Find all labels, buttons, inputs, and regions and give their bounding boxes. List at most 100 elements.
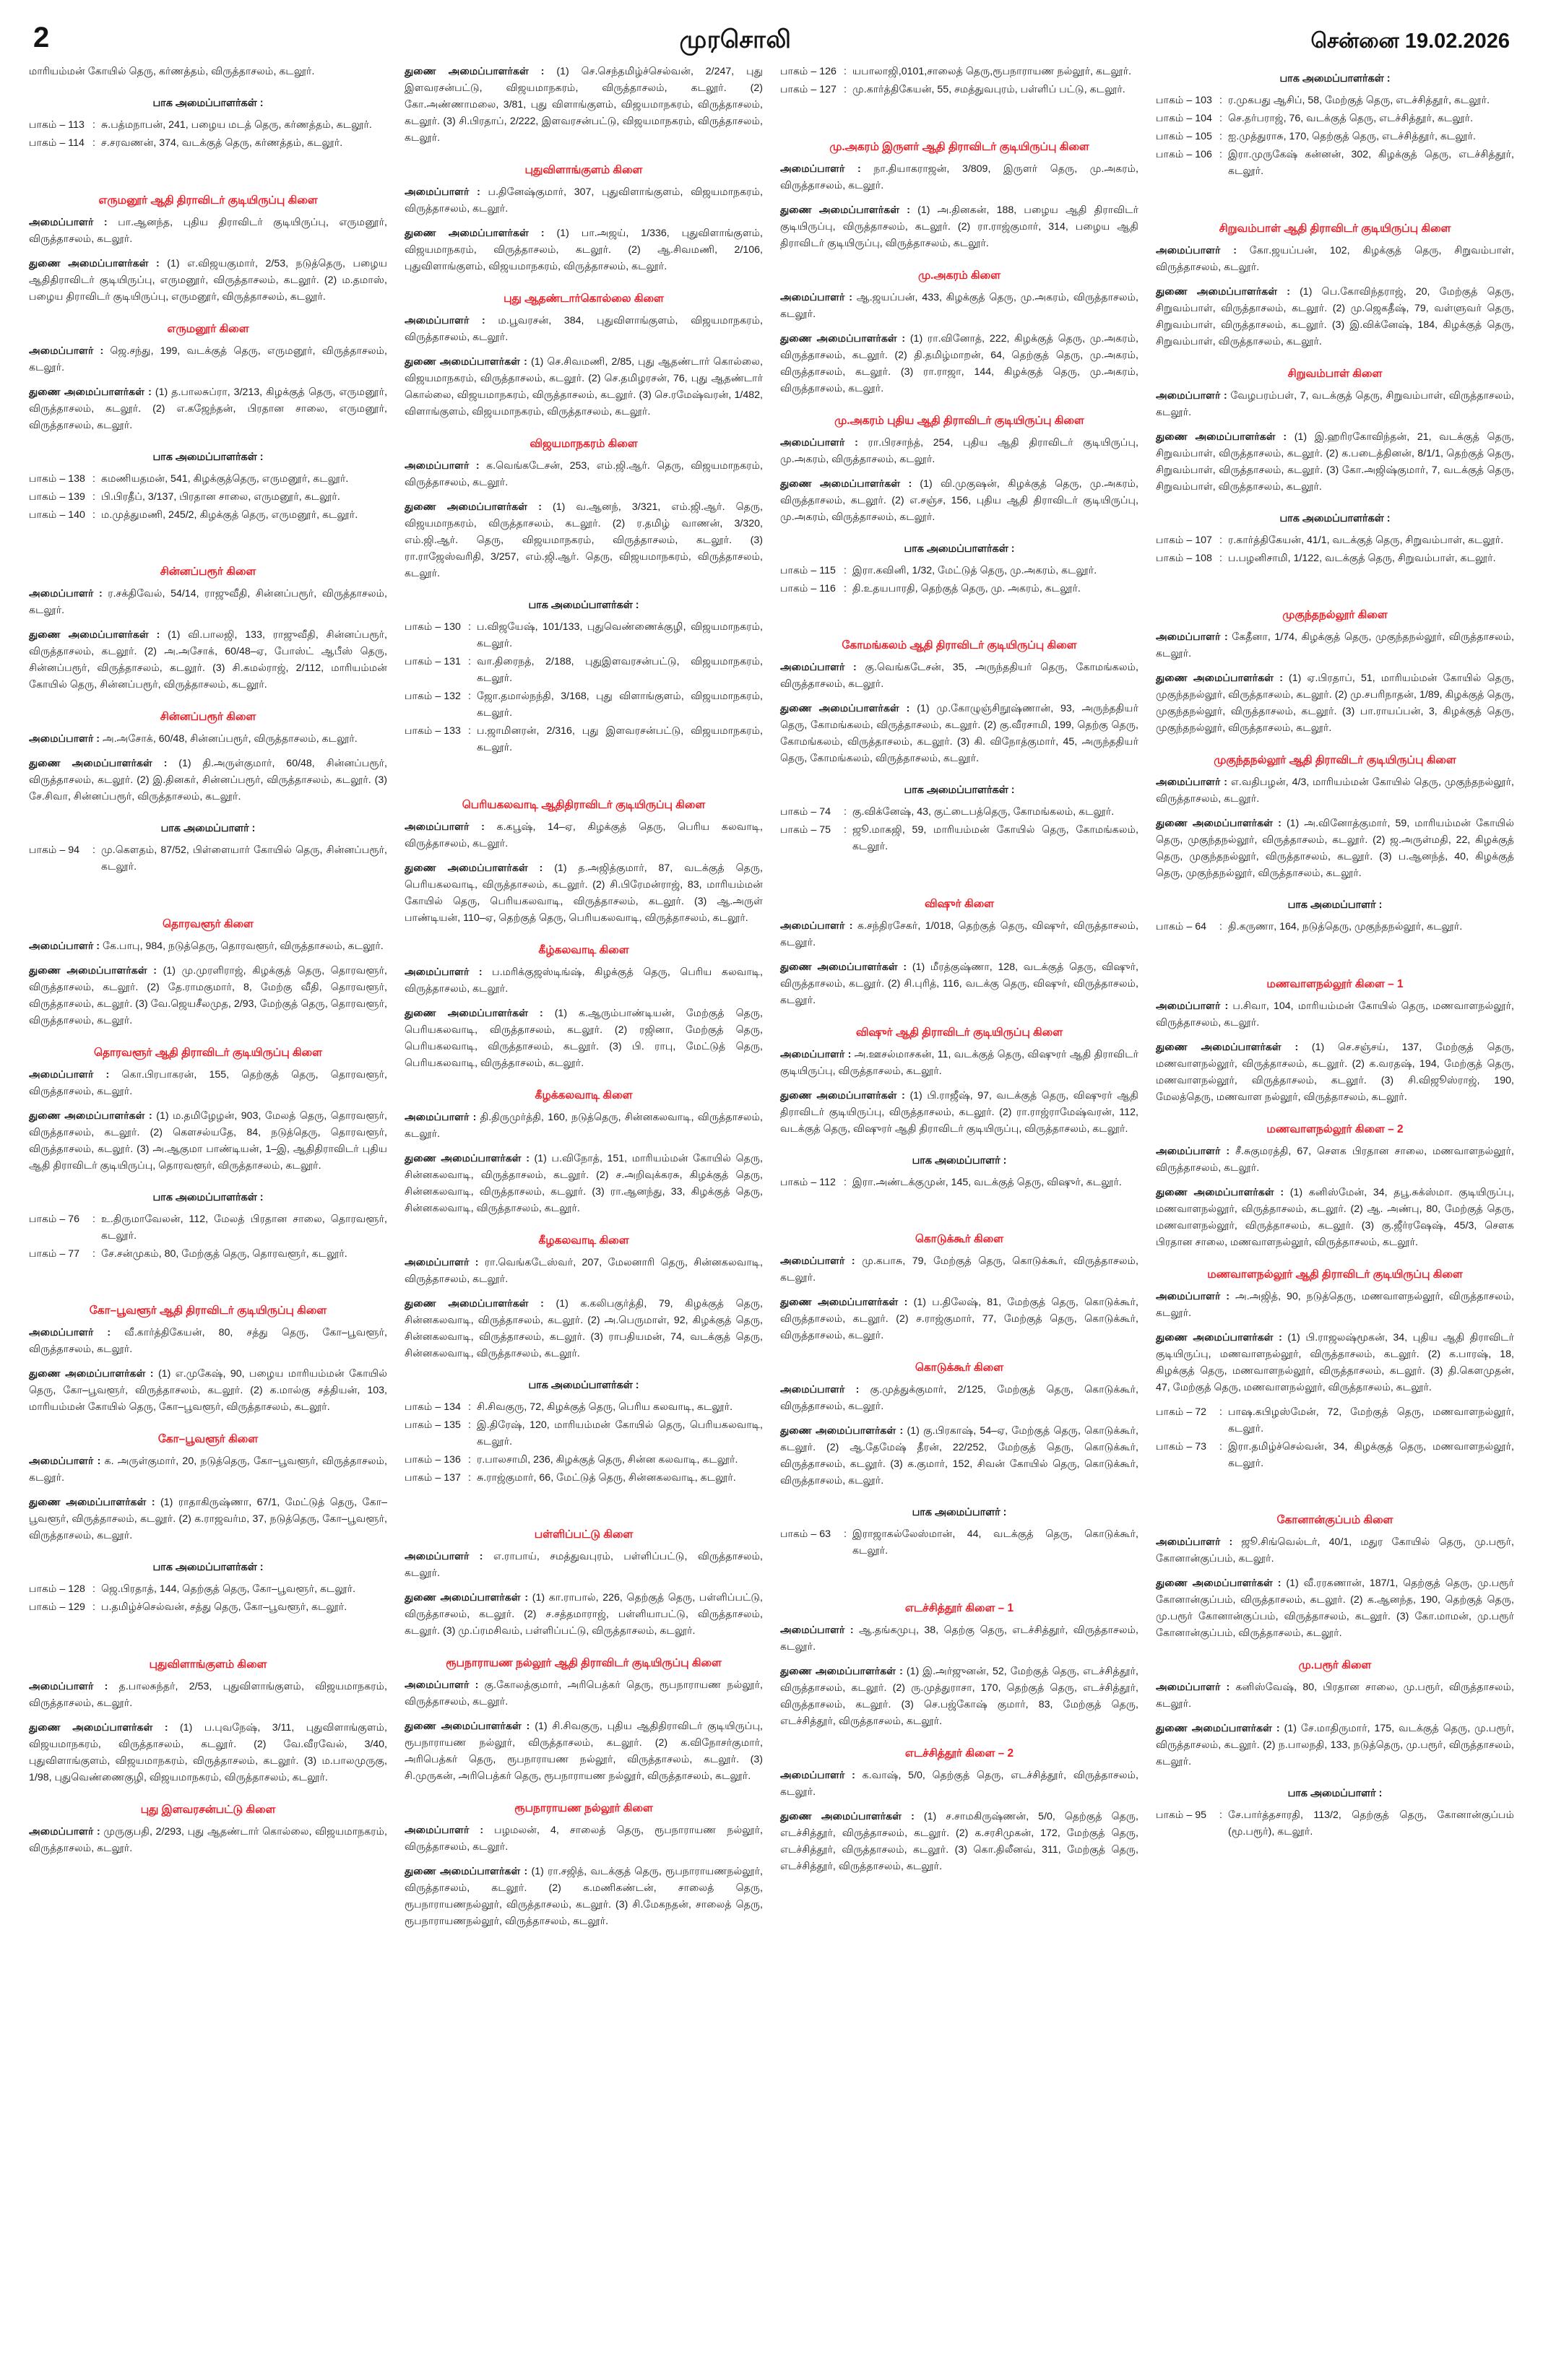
organiser-paragraph: அமைப்பாளர் : பழமலன், 4, சாலைத் தெரு, ரூப… xyxy=(405,1822,763,1856)
organiser-label: அமைப்பாளர் : xyxy=(780,291,852,303)
organiser-detail: (1) ப.திலேஷ், 81, மேற்குத் தெரு, கொடுக்க… xyxy=(780,1297,1138,1342)
organiser-paragraph: துணை அமைப்பாளர்கள் : (1) கா.ராபால், 226,… xyxy=(405,1590,763,1640)
organiser-label: அமைப்பாளர் : xyxy=(29,588,103,600)
booth-organiser-detail: இரா.அண்டக்குமுன், 145, வடக்குத் தெரு, வி… xyxy=(852,1176,1122,1188)
organiser-detail: கு.கோலத்குமார், அரிபெத்கர் தெரு, ரூபநாரா… xyxy=(405,1679,763,1708)
booth-row: பாகம் – 104: செ.தர்பராஜ், 76, வடக்குத் தெ… xyxy=(1156,111,1514,127)
booth-colon: : xyxy=(1219,1406,1222,1418)
booth-row: பாகம் – 76: உ.திருமாவேலன், 112, மேலத் பிர… xyxy=(29,1211,387,1245)
organiser-detail: கே.பாபு, 984, நடுத்தெரு, தொரவளூர், விருத… xyxy=(100,940,384,952)
booth-organiser-detail: சு.ராஜ்குமார், 66, மேட்டுத் தெரு, சின்னக… xyxy=(477,1471,736,1484)
column-3: பாகம் – 126: யபாலாஜி,0101,சாலைத் தெரு,ரூப… xyxy=(780,64,1138,2368)
organiser-detail: (1) மீரத்குஷ்ணா, 128, வடக்குத் தெரு, விஷ… xyxy=(780,961,1138,1006)
branch-heading: புதுவிளாங்குளம் கிளை xyxy=(149,1658,267,1671)
organiser-paragraph: அமைப்பாளர் : ம.பூவரசன், 384, புதுவிளாங்க… xyxy=(405,313,763,346)
organiser-detail: (1) வி.முகுஷன், கிழக்குத் தெரு, மு.அகரம்… xyxy=(780,477,1139,523)
branch-heading: மு.அகரம் புதிய ஆதி திராவிடர் குடியிருப்ப… xyxy=(834,414,1084,427)
organiser-label: துணை அமைப்பாளர்கள் : xyxy=(405,501,542,514)
organiser-paragraph: அமைப்பாளர் : அ.அசோக், 60/48, சின்னப்பரூர… xyxy=(29,731,387,748)
organiser-paragraph: அமைப்பாளர் : கொ.பிரபாகரன், 155, தெற்குத்… xyxy=(29,1067,387,1100)
organiser-detail: ஜூ.சிங்வெல்டர், 40/1, மதுர கோயில் தெரு, … xyxy=(1156,1536,1514,1565)
booth-number: பாகம் – 133 xyxy=(405,725,461,737)
booth-number: பாகம் – 127 xyxy=(780,84,837,95)
organiser-label: அமைப்பாளர் : xyxy=(780,163,861,175)
organiser-paragraph: அமைப்பாளர் : கேதீனா, 1/74, கிழக்குத் தெர… xyxy=(1156,629,1514,662)
booth-colon: : xyxy=(1219,95,1222,106)
organiser-detail: கேதீனா, 1/74, கிழக்குத் தெரு, முகுந்தநல்… xyxy=(1156,631,1514,660)
organiser-paragraph: துணை அமைப்பாளர்கள் : (1) ப.புவநேஷ், 3/11… xyxy=(29,1720,387,1786)
booth-number: பாகம் – 75 xyxy=(780,824,831,836)
organiser-label: துணை அமைப்பாளர்கள் : xyxy=(780,204,911,216)
organiser-label: துணை அமைப்பாளர்கள் : xyxy=(29,257,160,269)
booth-number: பாகம் – 132 xyxy=(405,691,461,703)
organiser-label: துணை அமைப்பாளர்கள் : xyxy=(1156,1723,1280,1735)
organiser-detail: (1) பி.ராஜீஷ், 97, வடக்குத் தெரு, விஷுரர… xyxy=(780,1089,1138,1135)
branch-heading: ரூபநாராயண நல்லூர் ஆதி திராவிடர் குடியிரு… xyxy=(446,1657,722,1670)
booth-colon: : xyxy=(92,1583,95,1596)
newspaper-title: முரசொலி xyxy=(679,26,792,53)
booth-row: பாகம் – 129: ப.தமிழ்ச்செல்வன், சத்து தெரு… xyxy=(29,1599,387,1616)
booth-organiser-detail: இரா.தமிழ்ச்செல்வன், 34, கிழக்குத் தெரு, … xyxy=(1228,1440,1514,1469)
organiser-label: அமைப்பாளர் : xyxy=(1156,1536,1233,1549)
branch-heading: புதுவிளாங்குளம் கிளை xyxy=(524,164,643,176)
booth-organisers-heading: பாக அமைப்பாளர்கள் : xyxy=(152,1191,264,1203)
booth-organiser-detail: மு.கார்த்திகேயன், 55, சமத்துவபுரம், பள்ள… xyxy=(852,84,1125,95)
masthead: 2 முரசொலி சென்னை 19.02.2026 xyxy=(0,0,1543,56)
organiser-detail: (1) க.ஆரும்பாண்டியன், மேற்குத் தெரு, பெர… xyxy=(405,1007,763,1069)
organiser-detail: க. அருள்குமார், 20, நடுத்தெரு, கோ–பூவளூர… xyxy=(29,1455,387,1484)
booth-colon: : xyxy=(1219,921,1222,933)
booth-organiser-detail: ம.முத்துமணி, 245/2, கிழக்குத் தெரு, எரும… xyxy=(101,509,358,521)
branch-heading: மு.அகரம் கிளை xyxy=(918,269,1000,282)
organiser-detail: கு.வெங்கடேசன், 35, அருந்ததியர் தெரு, கோம… xyxy=(780,662,1138,691)
booth-colon: : xyxy=(468,656,471,668)
organiser-paragraph: துணை அமைப்பாளர்கள் : (1) க.கலிபகுர்த்தி,… xyxy=(405,1296,763,1362)
organiser-detail: (1) பா.அஜய், 1/336, புதுவிளாங்குளம், விஜ… xyxy=(405,228,763,273)
organiser-label: அமைப்பாளர் : xyxy=(29,1068,110,1081)
booth-row: பாகம் – 74: கு.விக்னேஷ், 43, குட்டைபத்தெர… xyxy=(780,804,1138,821)
branch-heading: கோமங்கலம் ஆதி திராவிடர் குடியிருப்பு கிள… xyxy=(842,639,1077,652)
organiser-label: அமைப்பாளர் : xyxy=(1156,1145,1230,1157)
booth-number: பாகம் – 135 xyxy=(405,1419,461,1431)
organiser-detail: கோ.ஜயப்பன், 102, கிழக்குத் தெரு, சிறுவம்… xyxy=(1156,244,1514,273)
organiser-detail: (1) கனிஸ்மேன், 34, தபூ.சுக்ஸ்மா. குடியிர… xyxy=(1156,1186,1514,1248)
organiser-detail: (1) ஏ.பிரதாப், 51, மாரியம்மன் கோயில் தெர… xyxy=(1156,672,1514,735)
booth-number: பாகம் – 104 xyxy=(1156,113,1212,124)
organiser-paragraph: துணை அமைப்பாளர்கள் : (1) சி.சிவகுரு, புத… xyxy=(405,1718,763,1785)
organiser-detail: பா.ஆனந்த, புதிய திராவிடர் குடியிருப்பு, … xyxy=(29,216,387,245)
booth-organiser-detail: இரா.கவினி, 1/32, மேட்டுத் தெரு, மு.அகரம்… xyxy=(852,564,1097,576)
booth-organisers-heading: பாக அமைப்பாளர்கள் : xyxy=(152,1562,264,1574)
organiser-paragraph: அமைப்பாளர் : சீ.சுகுமரத்தி, 67, சௌக பிரத… xyxy=(1156,1143,1514,1177)
organiser-label: அமைப்பாளர் : xyxy=(1156,776,1227,789)
organiser-detail: க.சந்திரசேகர், 1/018, தெற்குத் தெரு, விஷ… xyxy=(780,919,1138,948)
booth-row: பாகம் – 73: இரா.தமிழ்ச்செல்வன், 34, கிழக்… xyxy=(1156,1439,1514,1472)
booth-organisers-heading: பாக அமைப்பாளர் : xyxy=(1287,1788,1383,1800)
booth-colon: : xyxy=(1219,113,1222,124)
organiser-paragraph: துணை அமைப்பாளர்கள் : (1) இ.அர்ஜுனன், 52,… xyxy=(780,1663,1138,1730)
booth-colon: : xyxy=(1219,1440,1222,1453)
panchayat-heading: பெரியகலவாடி ஊராட்சி xyxy=(524,767,644,780)
organiser-detail: ஜெ.சந்து, 199, வடக்குத் தெரு, எருமனூர், … xyxy=(29,345,387,373)
organiser-detail: சீ.சுகுமரத்தி, 67, சௌக பிரதான சாலை, மணவா… xyxy=(1156,1145,1514,1174)
organiser-detail: கு.முத்துக்குமார், 2/125, மேற்குத் தெரு,… xyxy=(780,1384,1138,1413)
organiser-label: அமைப்பாளர் : xyxy=(1156,244,1237,256)
panchayat-heading: தொரவளூர் ஊராட்சி xyxy=(157,886,259,899)
organiser-paragraph: அமைப்பாளர் : க.சந்திரசேகர், 1/018, தெற்க… xyxy=(780,918,1138,951)
panchayat-heading: கொடுக்கூர் ஊராட்சி xyxy=(909,1201,1009,1214)
page-number: 2 xyxy=(33,22,50,53)
column-1: மாரியம்மன் கோயில் தெரு, கர்ணத்தம், விருத… xyxy=(29,64,387,2368)
organiser-label: அமைப்பாளர் : xyxy=(405,1111,477,1123)
booth-organiser-detail: தி.கருணா, 164, நடுத்தெரு, முகுந்தநல்லூர்… xyxy=(1228,921,1463,933)
organiser-detail: (1) ப.விநோத், 151, மாரியம்மன் கோயில் தெர… xyxy=(405,1152,763,1214)
organiser-label: துணை அமைப்பாளர்கள் : xyxy=(1156,430,1287,443)
panchayat-heading: சின்னப்பரூர் ஊராட்சி xyxy=(155,534,262,547)
organiser-label: துணை அமைப்பாளர்கள் : xyxy=(1156,1041,1299,1053)
booth-number: பாகம் – 128 xyxy=(29,1583,85,1596)
organiser-detail: ரா.வெங்கடேஸ்வர், 207, மேலனாரி தெரு, சின்… xyxy=(405,1256,763,1285)
panchayat-heading: விஜயமாநகரம் ஊராட்சி xyxy=(149,1627,267,1640)
organiser-label: அமைப்பாளர் : xyxy=(405,315,485,327)
booth-number: பாகம் – 72 xyxy=(1156,1406,1207,1418)
organiser-detail: மு.கபாசு, 79, மேற்குத் தெரு, கொடுக்கூர்,… xyxy=(780,1255,1138,1284)
organiser-paragraph: அமைப்பாளர் : கு.வெங்கடேசன், 35, அருந்ததி… xyxy=(780,659,1138,693)
booth-organiser-detail: கமணியதமன், 541, கிழக்குத்தெரு, எருமனூர்,… xyxy=(101,472,349,485)
organiser-paragraph: அமைப்பாளர் : க. அருள்குமார், 20, நடுத்தெ… xyxy=(29,1453,387,1487)
